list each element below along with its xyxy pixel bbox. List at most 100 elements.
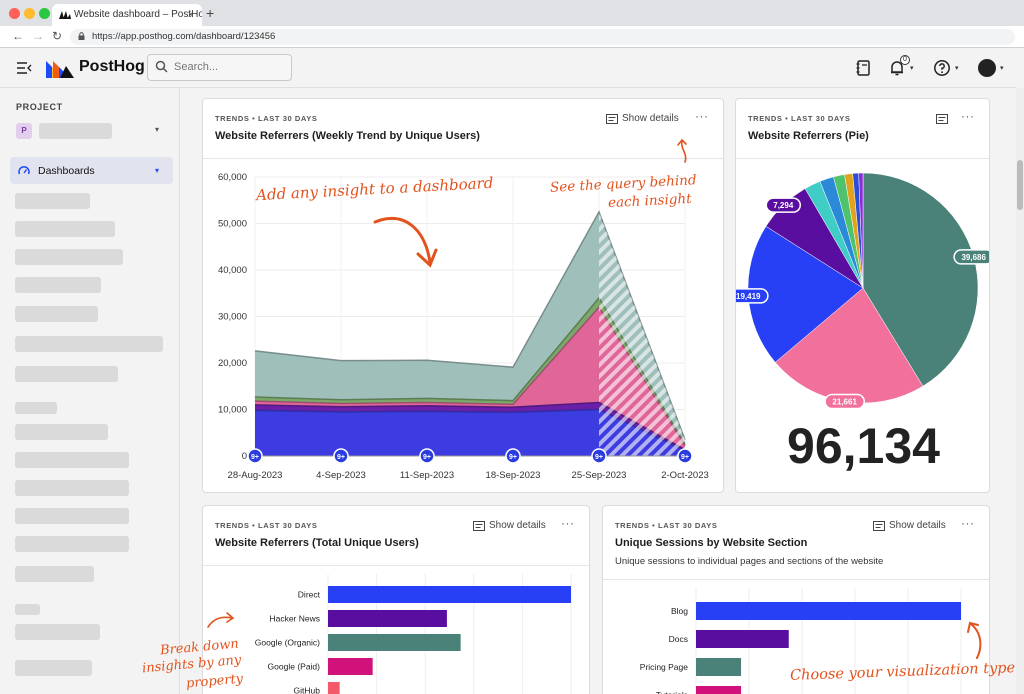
url-field[interactable]: https://app.posthog.com/dashboard/123456 [70,29,1015,45]
y-tick-label: 30,000 [218,312,247,323]
sidebar-item-placeholder[interactable] [15,508,129,524]
sidebar-item-placeholder[interactable] [15,193,90,209]
sidebar-item-placeholder[interactable] [15,249,123,265]
sidebar-item-placeholder[interactable] [15,424,108,440]
sidebar-item-dashboards[interactable]: Dashboards ▾ [10,157,173,184]
back-icon[interactable]: ← [12,29,24,43]
notebook-icon[interactable] [854,59,872,77]
area-series [255,211,685,445]
pie-data-label: 19,419 [736,292,761,301]
sidebar-item-placeholder[interactable] [15,624,100,640]
browser-tab[interactable]: Website dashboard – PostHog × [52,4,202,26]
pie-data-label: 21,661 [832,398,857,407]
sidebar-item-placeholder[interactable] [15,480,129,496]
dashboards-chevron-down-icon[interactable]: ▾ [155,166,160,175]
show-details-button[interactable]: Show details [873,520,946,531]
help-chevron-down-icon[interactable]: ▾ [955,65,959,72]
card-header: TRENDS • LAST 30 DAYS Website Referrers … [203,506,589,566]
minimize-window-button[interactable] [24,8,35,19]
project-chevron-down-icon[interactable]: ▾ [155,125,160,134]
sessions-insight-card[interactable]: TRENDS • LAST 30 DAYS Unique Sessions by… [602,505,990,694]
annotation-badge-label: 9+ [251,454,259,461]
brand-name: PostHog [79,58,145,75]
main-scrollbar[interactable] [1016,88,1024,694]
pie-insight-card[interactable]: TRENDS • LAST 30 DAYS Website Referrers … [735,98,990,493]
insight-title[interactable]: Website Referrers (Total Unique Users) [215,537,419,549]
project-name-placeholder[interactable] [39,123,112,139]
trend-area-chart: 0 10,000 20,000 30,000 40,000 50,000 60,000 9+ 2… [218,172,709,481]
user-menu-chevron-down-icon[interactable]: ▾ [1000,65,1004,72]
sidebar-item-placeholder[interactable] [15,452,129,468]
referrers-pie-chart: 39,686 21,661 19,419 7,294 [736,172,989,410]
help-icon[interactable] [933,59,951,77]
user-avatar[interactable] [978,59,996,77]
referrers-bar-insight-card[interactable]: TRENDS • LAST 30 DAYS Website Referrers … [202,505,590,694]
more-options-button[interactable]: ··· [961,109,975,123]
annotation-badge-label: 9+ [423,454,431,461]
insight-title[interactable]: Unique Sessions by Website Section [615,537,808,549]
pie-total-value: 96,134 [787,418,940,474]
insight-meta: TRENDS • LAST 30 DAYS [748,114,851,123]
search-input[interactable]: Search... [147,54,292,81]
incomplete-period-overlay [599,211,685,456]
sidebar-item-placeholder[interactable] [15,277,101,293]
insight-meta: TRENDS • LAST 30 DAYS [615,521,718,530]
category-label: Google (Organic) [255,638,320,648]
notifications-chevron-down-icon[interactable]: ▾ [910,65,914,72]
app-header: PostHog Search... 0 ▾ ▾ ▾ [0,48,1016,88]
annotation-arrow-icon [373,216,438,268]
category-label: Direct [298,590,321,600]
category-label: Hacker News [269,614,320,624]
more-options-button[interactable]: ··· [961,516,975,530]
annotation-arrow-icon [967,621,982,659]
sidebar-item-placeholder[interactable] [15,336,163,352]
maximize-window-button[interactable] [39,8,50,19]
address-bar: ← → ↻ https://app.posthog.com/dashboard/… [0,26,1024,48]
annotation-arrow-icon [677,138,687,163]
details-icon[interactable] [936,114,948,124]
bar [696,686,742,694]
annotation-badge [677,448,693,464]
show-details-label: Show details [489,520,546,531]
more-options-button[interactable]: ··· [561,516,575,530]
close-window-button[interactable] [9,8,20,19]
annotation-arrow-icon [207,612,235,628]
sidebar-item-placeholder[interactable] [15,536,129,552]
x-tick-label: 2-Oct-2023 [661,470,709,481]
insight-title[interactable]: Website Referrers (Weekly Trend by Uniqu… [215,130,480,142]
scrollbar-thumb[interactable] [1017,160,1023,210]
sidebar-item-placeholder[interactable] [15,402,57,414]
reload-icon[interactable]: ↻ [52,29,63,43]
pie-label-badge [736,288,769,304]
sidebar-item-placeholder[interactable] [15,221,115,237]
show-details-button[interactable]: Show details [473,520,546,531]
sidebar-item-placeholder[interactable] [15,660,92,676]
y-tick-label: 50,000 [218,219,247,230]
forward-icon[interactable]: → [32,29,44,43]
trend-insight-card[interactable]: TRENDS • LAST 30 DAYS Website Referrers … [202,98,724,493]
x-tick-label: 25-Sep-2023 [572,470,627,481]
pie-data-label: 39,686 [961,253,986,262]
sidebar-item-placeholder[interactable] [15,306,98,322]
new-tab-button[interactable]: + [206,5,215,21]
y-tick-label: 40,000 [218,265,247,276]
url-text: https://app.posthog.com/dashboard/123456 [92,31,276,42]
sidebar: PROJECT P ▾ Dashboards ▾ [0,88,180,694]
search-icon [155,60,168,73]
card-header: TRENDS • LAST 30 DAYS Unique Sessions by… [603,506,989,580]
tab-close-icon[interactable]: × [187,9,194,21]
pie-data-label: 7,294 [773,201,794,210]
pie-label-badge [824,393,866,410]
sidebar-item-placeholder[interactable] [15,366,118,382]
card-header: TRENDS • LAST 30 DAYS Website Referrers … [736,99,989,159]
annotation-badge [247,448,263,464]
sidebar-item-placeholder[interactable] [15,566,94,582]
project-avatar[interactable]: P [16,123,32,139]
sidebar-item-placeholder[interactable] [15,604,40,615]
sidebar-toggle-icon[interactable] [16,60,32,76]
x-tick-label: 18-Sep-2023 [486,470,541,481]
more-options-button[interactable]: ··· [695,109,709,123]
show-details-button[interactable]: Show details [606,113,679,124]
notifications-bell-icon[interactable] [888,59,906,77]
insight-title[interactable]: Website Referrers (Pie) [748,130,869,142]
